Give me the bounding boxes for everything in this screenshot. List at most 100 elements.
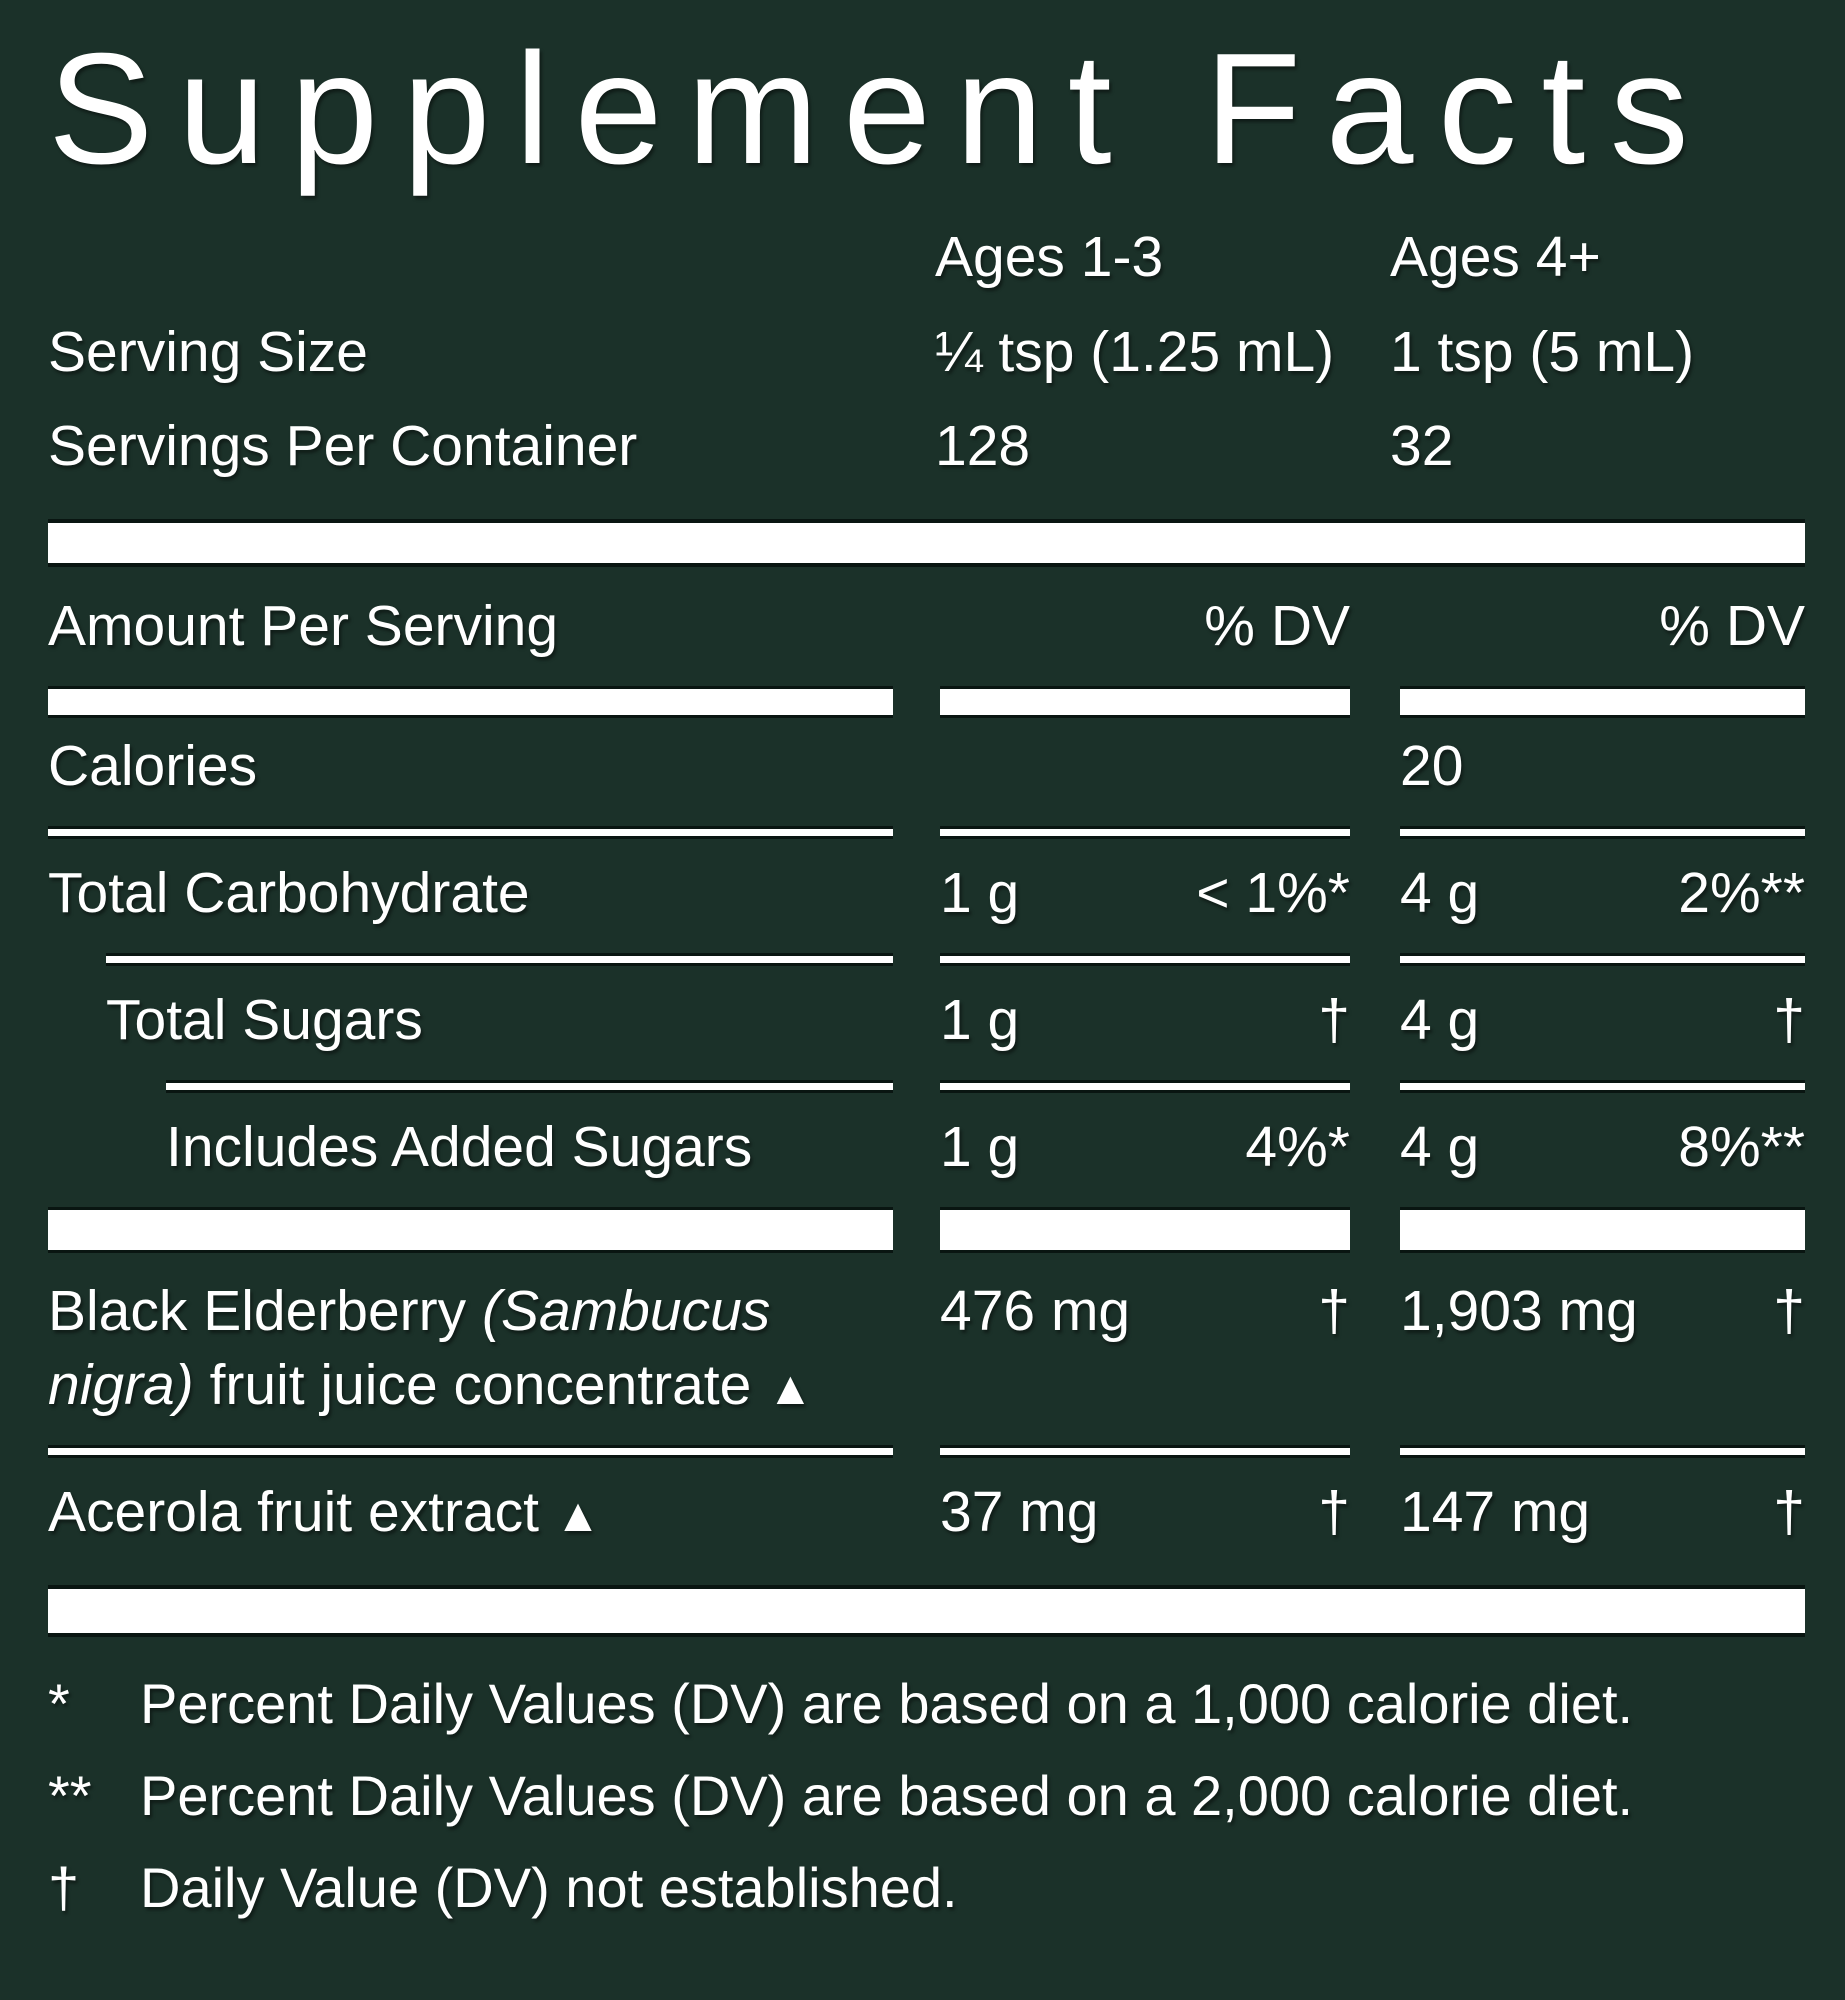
nutrient-label-text: Total Carbohydrate — [48, 860, 530, 925]
age-columns-spacer — [48, 223, 935, 291]
nutrient-label-text: Includes Added Sugars — [166, 1115, 753, 1180]
row-divider-line — [48, 1083, 1805, 1091]
footnote: † Daily Value (DV) not established. — [48, 1851, 1805, 1925]
nutrient-label: Total Sugars — [48, 983, 893, 1057]
footnote-marker: * — [48, 1672, 70, 1736]
dv-ages-1-3: † — [1318, 1480, 1350, 1545]
nutrient-label: Calories — [48, 729, 893, 803]
row-divider-line — [48, 1448, 1805, 1456]
nutrient-table: Calories 20 Total Carbohydrate 1 g < 1%* 4 g 2… — [48, 688, 1805, 1550]
divider-bar-bottom — [48, 1589, 1805, 1634]
nutrient-row: Calories 20 — [48, 729, 1805, 803]
footnote-text: Percent Daily Values (DV) are based on a… — [140, 1764, 1634, 1828]
ages-4plus-values: 20 — [1400, 729, 1805, 803]
divider-gap — [893, 1210, 940, 1250]
footnote-text: Percent Daily Values (DV) are based on a… — [140, 1672, 1634, 1736]
divider-segment-label — [48, 1448, 893, 1456]
ages-4plus-values: 147 mg † — [1400, 1475, 1805, 1549]
ages-1-3-values: 476 mg † — [940, 1274, 1350, 1348]
divider-segment-col1 — [940, 688, 1350, 715]
footnotes-section: * Percent Daily Values (DV) are based on … — [48, 1667, 1805, 1925]
triangle-marker-icon: ▲ — [554, 1489, 602, 1542]
amount-ages-4plus: 20 — [1400, 733, 1464, 798]
divider-gap — [893, 1448, 940, 1455]
triangle-marker-icon: ▲ — [767, 1362, 814, 1415]
nutrient-row: Acerola fruit extract ▲ 37 mg † 147 mg † — [48, 1475, 1805, 1549]
footnote-text: Daily Value (DV) not established. — [140, 1856, 958, 1920]
serving-size-label: Serving Size — [48, 319, 368, 384]
divider-segment-col1 — [940, 828, 1350, 836]
dv-ages-1-3: † — [1318, 1279, 1350, 1344]
ages-1-3-values: 1 g < 1%* — [940, 856, 1350, 930]
divider-segment-col1 — [940, 1083, 1350, 1091]
serving-size-ages-1-3: ¼ tsp (1.25 mL) — [935, 319, 1335, 384]
nutrient-row: Total Sugars 1 g † 4 g † — [48, 983, 1805, 1057]
nutrient-row: Total Carbohydrate 1 g < 1%* 4 g 2%** — [48, 856, 1805, 930]
amount-ages-1-3: 476 mg — [940, 1279, 1131, 1344]
dv-ages-4plus: † — [1773, 1480, 1805, 1545]
amount-ages-4plus: 147 mg — [1400, 1480, 1591, 1545]
amount-ages-4plus: 4 g — [1400, 1115, 1480, 1180]
ages-4plus-values: 1,903 mg † — [1400, 1274, 1805, 1348]
divider-segment-col2 — [1400, 1083, 1805, 1091]
ages-4plus-values: 4 g 8%** — [1400, 1110, 1805, 1184]
divider-gap — [1350, 956, 1400, 963]
divider-gap — [893, 956, 940, 963]
divider-segment-label — [48, 1210, 893, 1251]
serving-size-ages-4plus: 1 tsp (5 mL) — [1390, 319, 1695, 384]
nutrient-label: Acerola fruit extract ▲ — [48, 1475, 893, 1549]
nutrient-label-text: Acerola fruit extract — [48, 1480, 555, 1545]
row-divider-bar-medium — [48, 688, 1805, 715]
nutrient-label-text: fruit juice concentrate — [193, 1353, 768, 1418]
divider-gap — [1350, 689, 1400, 715]
divider-segment-label — [48, 828, 893, 836]
divider-segment-label — [106, 955, 893, 963]
divider-gap — [1350, 1210, 1400, 1250]
ages-1-3-values: 1 g 4%* — [940, 1110, 1350, 1184]
percent-dv-label-2: % DV — [1659, 593, 1805, 658]
divider-segment-label — [166, 1083, 893, 1091]
divider-segment-col2 — [1400, 1210, 1805, 1251]
amount-ages-1-3: 1 g — [940, 1115, 1020, 1180]
nutrient-label: Black Elderberry (Sambucus nigra) fruit … — [48, 1274, 893, 1422]
dv-ages-4plus: † — [1773, 987, 1805, 1052]
row-divider-line — [48, 828, 1805, 836]
dv-ages-4plus: 8%** — [1678, 1115, 1805, 1180]
servings-per-container-label: Servings Per Container — [48, 414, 638, 479]
divider-gap — [893, 829, 940, 836]
divider-gap — [893, 689, 940, 715]
footnote: ** Percent Daily Values (DV) are based on… — [48, 1759, 1805, 1833]
divider-segment-col1 — [940, 955, 1350, 963]
dv-ages-1-3: < 1%* — [1196, 860, 1350, 925]
divider-segment-col2 — [1400, 1448, 1805, 1456]
amount-ages-1-3: 37 mg — [940, 1480, 1099, 1545]
ages-1-3-values: 1 g † — [940, 983, 1350, 1057]
row-divider-line — [48, 955, 1805, 963]
nutrient-label-text: Total Sugars — [106, 987, 423, 1052]
nutrient-row: Black Elderberry (Sambucus nigra) fruit … — [48, 1274, 1805, 1422]
dv-header-col2: % DV — [1400, 589, 1805, 663]
amount-ages-1-3: 1 g — [940, 860, 1020, 925]
footnote-marker: ** — [48, 1764, 92, 1828]
servings-per-container-ages-1-3: 128 — [935, 414, 1031, 479]
ages-4plus-values: 4 g † — [1400, 983, 1805, 1057]
age-column-header-2: Ages 4+ — [1390, 225, 1601, 290]
age-columns-row: Ages 1-3 Ages 4+ — [48, 223, 1805, 291]
amount-ages-4plus: 4 g — [1400, 987, 1480, 1052]
amount-ages-1-3: 1 g — [940, 987, 1020, 1052]
dv-header-col1: % DV — [940, 589, 1350, 663]
divider-segment-label — [48, 688, 893, 715]
divider-segment-col1 — [940, 1448, 1350, 1456]
servings-per-container-ages-4plus: 32 — [1390, 414, 1454, 479]
divider-segment-col1 — [940, 1210, 1350, 1251]
nutrient-label-text: Black Elderberry — [48, 1279, 482, 1344]
divider-segment-col2 — [1400, 955, 1805, 963]
divider-segment-col2 — [1400, 828, 1805, 836]
amount-ages-4plus: 1,903 mg — [1400, 1279, 1638, 1344]
nutrient-row: Includes Added Sugars 1 g 4%* 4 g 8%** — [48, 1110, 1805, 1184]
divider-gap — [1350, 829, 1400, 836]
amount-per-serving-header-row: Amount Per Serving % DV % DV — [48, 589, 1805, 663]
ages-1-3-values: 37 mg † — [940, 1475, 1350, 1549]
age-column-header-1: Ages 1-3 — [935, 225, 1164, 290]
